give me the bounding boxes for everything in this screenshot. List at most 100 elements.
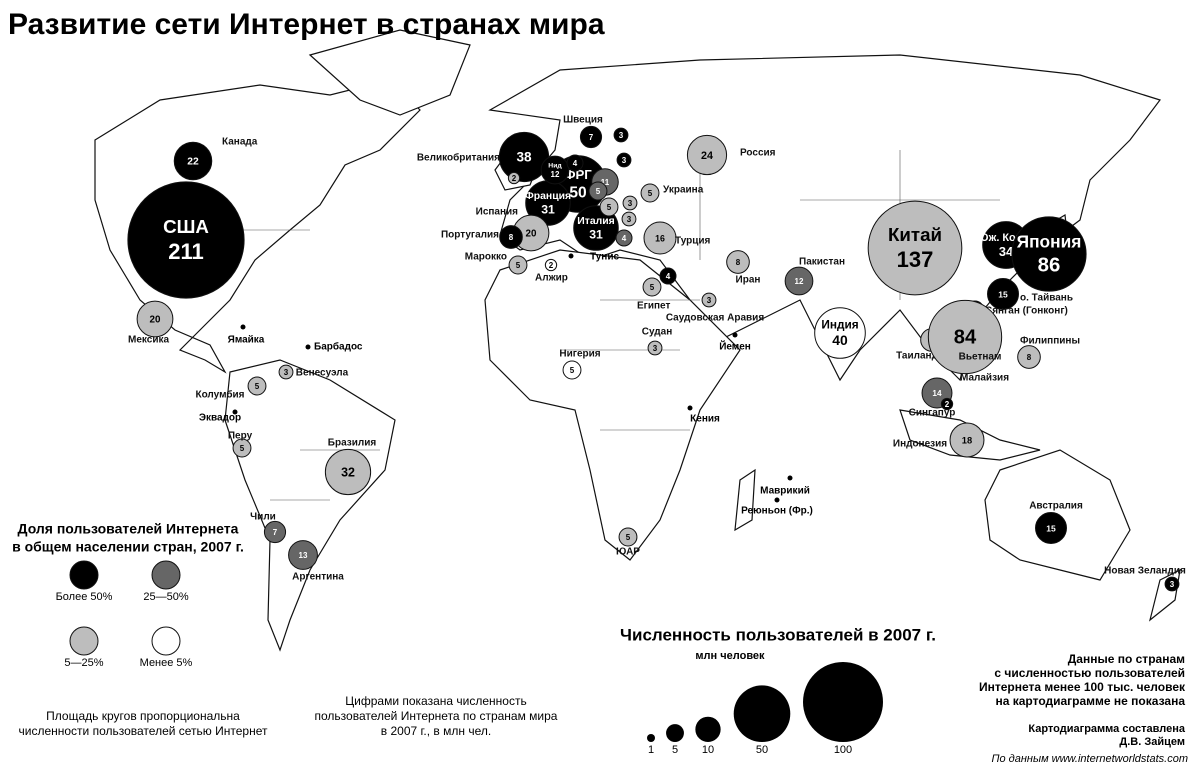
- place-dot: [240, 324, 246, 330]
- size-legend-label: 10: [702, 744, 714, 756]
- country-circle: [1017, 345, 1041, 369]
- country-circle: [566, 154, 584, 172]
- country-circle: [622, 195, 638, 211]
- value-label: 32: [341, 465, 355, 479]
- value-label: 3: [1170, 580, 1175, 589]
- country-name: Нигерия: [559, 349, 600, 360]
- country-circle: [927, 299, 1003, 375]
- country-circle: [288, 540, 318, 570]
- value-label: 31: [589, 228, 603, 242]
- place-name: Барбадос: [314, 341, 363, 353]
- value-label: 86: [1038, 255, 1061, 277]
- value-label: 31: [541, 203, 555, 217]
- country-circle: [1035, 512, 1067, 544]
- value-label: 5: [516, 261, 521, 270]
- country-circle: [579, 125, 603, 149]
- value-label: 3: [622, 156, 627, 165]
- note: численности пользователей сетью Интернет: [18, 724, 268, 738]
- value-label: 5: [607, 203, 612, 212]
- country-name: Иран: [736, 275, 761, 286]
- country-name: Марокко: [465, 252, 507, 263]
- country-circle: [647, 340, 663, 356]
- country-name: Канада: [222, 137, 258, 148]
- country-name: Сянган (Гонконг): [985, 306, 1068, 317]
- country-name: Саудовская Аравия: [666, 313, 765, 324]
- country-name: Чили: [250, 512, 276, 523]
- value-label: 50: [569, 184, 587, 201]
- country-circle: [726, 250, 750, 274]
- country-name: Таиланд: [896, 351, 939, 362]
- country-circle: [573, 205, 619, 251]
- value-label: 2: [945, 400, 950, 409]
- country-circle: [949, 422, 985, 458]
- value-label: 22: [187, 157, 199, 168]
- value-label: 5: [596, 187, 601, 196]
- note: Картодиаграмма составлена: [1028, 723, 1185, 735]
- country-circle: [640, 183, 660, 203]
- country-circle: [324, 448, 372, 496]
- country-name: Австралия: [1029, 501, 1083, 512]
- country-circle: [987, 278, 1019, 310]
- circles: 22КанадаСША21120Мексика38Великобритания7…: [127, 115, 1186, 592]
- value-label: 34: [999, 244, 1014, 259]
- country-name: Колумбия: [195, 389, 244, 401]
- country-name: Россия: [740, 148, 776, 159]
- country-circle: [867, 200, 963, 296]
- value-label: 18: [962, 435, 972, 445]
- country-circle: [613, 127, 629, 143]
- country-name: Венесуэла: [296, 368, 349, 379]
- size-legend-unit: млн человек: [695, 650, 765, 662]
- country-circle: [618, 527, 638, 547]
- value-label: 4: [622, 234, 627, 243]
- country-name: Новая Зеландия: [1104, 566, 1186, 577]
- country-circle: [232, 438, 252, 458]
- size-legend-label: 5: [672, 744, 678, 756]
- value-label: 5: [570, 366, 575, 375]
- value-label: 4: [666, 272, 671, 281]
- place-dot: [568, 253, 574, 259]
- country-name: Индонезия: [893, 439, 947, 450]
- country-name: Украина: [663, 185, 704, 196]
- country-name: Мексика: [128, 335, 169, 346]
- value-label: 84: [954, 326, 977, 348]
- place-dot: [787, 475, 793, 481]
- value-label: 13: [299, 551, 308, 560]
- value-label: 2: [512, 174, 517, 183]
- value-label: 3: [284, 368, 289, 377]
- country-name: Судан: [642, 327, 672, 338]
- place-name: Кения: [690, 414, 720, 425]
- country-name: Аргентина: [292, 572, 344, 583]
- country-name: Перу: [228, 431, 253, 442]
- country-name: Сингапур: [909, 408, 956, 419]
- country-name: о. Тайвань: [1020, 293, 1073, 304]
- country-name: Египет: [637, 301, 670, 312]
- place-name: Ямайка: [228, 335, 265, 346]
- value-label: 40: [832, 332, 848, 348]
- value-label: 5: [626, 533, 631, 542]
- country-circle: [588, 181, 608, 201]
- value-label: 12: [795, 277, 804, 286]
- value-label: 3: [619, 131, 624, 140]
- country-name: Пакистан: [799, 257, 845, 268]
- title: Развитие сети Интернет в странах мира: [8, 8, 605, 41]
- country-name: Алжир: [535, 273, 568, 284]
- note: Д.В. Зайцем: [1119, 736, 1185, 748]
- place-name: Эквадор: [199, 413, 241, 424]
- country-name: Филиппины: [1020, 336, 1080, 347]
- value-label: 2: [549, 261, 554, 270]
- size-legend-title: Численность пользователей в 2007 г.: [620, 625, 936, 644]
- value-label: 3: [707, 296, 712, 305]
- value-label: 14: [932, 389, 942, 398]
- country-circle: [544, 258, 558, 272]
- country-circle: [499, 225, 523, 249]
- size-legend-label: 50: [756, 744, 768, 756]
- note: Данные по странам: [1068, 652, 1185, 666]
- value-label: 11: [601, 178, 610, 187]
- value-label: 5: [255, 382, 260, 391]
- value-label: 8: [509, 233, 514, 242]
- size-legend-circle: [666, 724, 684, 742]
- value-label: 7: [589, 133, 594, 142]
- country-circle: [615, 229, 633, 247]
- country-name: Малайзия: [960, 373, 1009, 384]
